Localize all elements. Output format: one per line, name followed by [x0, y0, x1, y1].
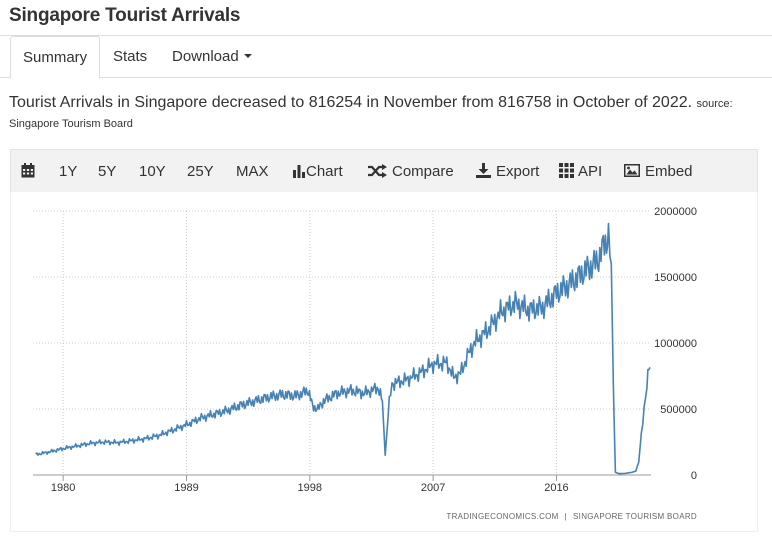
y-tick-label: 2000000 — [654, 206, 697, 218]
page-title: Singapore Tourist Arrivals — [9, 5, 241, 26]
embed-button-label: Embed — [645, 163, 693, 180]
download-icon — [476, 163, 491, 179]
api-button[interactable]: API — [559, 150, 602, 193]
chart-button[interactable]: Chart — [292, 150, 343, 193]
chart-credit: TRADINGECONOMICS.COM | SINGAPORE TOURISM B… — [446, 512, 697, 521]
caret-down-icon — [243, 54, 252, 59]
y-tick-label: 500000 — [660, 404, 697, 416]
summary-sentence: Tourist Arrivals in Singapore decreased … — [9, 94, 693, 111]
y-tick-label: 0 — [691, 470, 697, 482]
grid-icon — [559, 163, 574, 179]
chart-button-label: Chart — [306, 163, 343, 180]
line-chart: 0 500000 1000000 1500000 2000000 1980 1989 1998… — [33, 206, 697, 521]
range-25y-button[interactable]: 25Y — [187, 163, 214, 180]
x-tick-label: 1998 — [298, 482, 322, 494]
y-tick-label: 1500000 — [654, 272, 697, 284]
bar-chart-icon — [293, 164, 305, 178]
image-icon — [624, 164, 640, 178]
export-button[interactable]: Export — [476, 150, 539, 193]
summary-text: Tourist Arrivals in Singapore decreased … — [9, 92, 764, 115]
y-tick-label: 1000000 — [654, 338, 697, 350]
credit-site: TRADINGECONOMICS.COM — [446, 512, 558, 521]
api-button-label: API — [578, 163, 603, 180]
shuffle-icon — [368, 163, 387, 178]
tab-stats[interactable]: Stats — [113, 48, 148, 65]
range-1y-button[interactable]: 1Y — [59, 163, 78, 180]
embed-button[interactable]: Embed — [624, 150, 693, 193]
compare-button-label: Compare — [392, 163, 454, 180]
x-tick-label: 2016 — [544, 482, 568, 494]
title-bar: Singapore Tourist Arrivals — [0, 0, 772, 36]
tab-download-label: Download — [172, 48, 239, 65]
tab-download[interactable]: Download — [160, 36, 264, 78]
credit-source: SINGAPORE TOURISM BOARD — [573, 512, 697, 521]
export-button-label: Export — [496, 163, 540, 180]
range-5y-button[interactable]: 5Y — [98, 163, 117, 180]
chart-container: 0 500000 1000000 1500000 2000000 1980 1989 1998… — [10, 192, 758, 532]
chart-toolbar: 1Y 5Y 10Y 25Y MAX Chart Compare Export A — [10, 149, 758, 192]
source-name: Singapore Tourism Board — [9, 118, 133, 130]
range-10y-button[interactable]: 10Y — [139, 163, 166, 180]
series-line — [35, 222, 651, 475]
x-tick-label: 2007 — [421, 482, 445, 494]
range-max-button[interactable]: MAX — [236, 163, 269, 180]
tab-bar: Summary Stats Download — [0, 36, 772, 79]
credit-separator: | — [565, 512, 567, 521]
x-tick-label: 1989 — [174, 482, 198, 494]
tab-summary[interactable]: Summary — [10, 36, 101, 79]
x-tick-label: 1980 — [51, 482, 75, 494]
source-label: source: — [696, 98, 733, 110]
calendar-icon[interactable] — [21, 150, 35, 193]
compare-button[interactable]: Compare — [368, 150, 454, 193]
